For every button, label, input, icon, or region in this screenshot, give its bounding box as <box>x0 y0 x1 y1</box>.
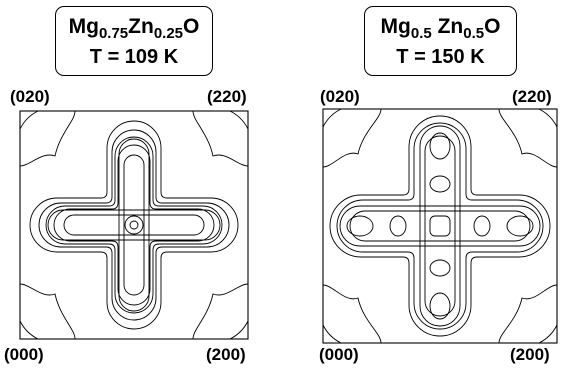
map-frame <box>19 110 249 340</box>
contour-line <box>229 110 249 130</box>
contour-line <box>322 324 342 344</box>
contour-line <box>45 136 223 314</box>
contour-line <box>47 209 221 241</box>
title-box-left: Mg0.75Zn0.25O T = 109 K <box>55 6 213 76</box>
contour-line <box>419 125 461 327</box>
formula-subscript: 0.25 <box>153 25 184 42</box>
panel-left: Mg0.75Zn0.25O T = 109 K (020) (220) (000… <box>4 6 249 364</box>
formula-element: Zn <box>437 15 464 38</box>
contour-line <box>424 135 456 317</box>
formula-element: O <box>183 15 200 38</box>
contour-line <box>349 210 531 242</box>
formula-subscript: 0.75 <box>98 25 129 42</box>
contour-line <box>19 320 39 340</box>
corner-label-top-left: (020) <box>10 87 50 106</box>
contour-line <box>38 129 230 321</box>
contour-line <box>192 283 249 340</box>
contour-line <box>19 110 76 167</box>
temperature-label-right: T = 150 K <box>396 46 485 68</box>
contour-line <box>498 284 558 344</box>
contour-map-left <box>19 110 249 340</box>
formula-element: Mg <box>380 15 411 38</box>
contour-line <box>19 110 39 130</box>
panel-right: Mg0.5 Zn0.5O T = 150 K (020) (220) (000)… <box>287 0 574 375</box>
corner-label-top-right: (220) <box>512 87 552 106</box>
map-frame <box>322 108 558 344</box>
contour-line <box>322 108 342 128</box>
formula-element: Mg <box>68 15 99 38</box>
contour-line <box>53 144 215 306</box>
peak-rings <box>124 215 144 235</box>
formula-subscript: 0.5 <box>463 25 485 42</box>
contour-line <box>118 138 150 312</box>
formula-subscript: 0.5 <box>410 25 432 42</box>
title-box-right: Mg0.5 Zn0.5O T = 150 K <box>364 6 517 76</box>
contour-line <box>322 108 382 168</box>
formula-right: Mg0.5 Zn0.5O <box>365 14 516 42</box>
contour-line <box>339 205 541 247</box>
corner-label-bottom-left: (000) <box>319 345 359 364</box>
temperature-label-left: T = 109 K <box>89 46 179 68</box>
corner-label-top-left: (020) <box>320 87 360 106</box>
contour-line <box>123 154 145 296</box>
peak-rings <box>346 132 534 320</box>
contour-line <box>192 110 249 167</box>
corner-label-bottom-right: (200) <box>510 345 550 364</box>
contour-line <box>322 284 382 344</box>
contour-line <box>498 108 558 168</box>
corner-label-bottom-left: (000) <box>4 345 44 364</box>
contour-line <box>336 122 544 330</box>
contour-map-right <box>322 108 558 344</box>
corner-label-bottom-right: (200) <box>206 345 246 364</box>
contour-line <box>329 115 551 337</box>
contour-line <box>19 283 76 340</box>
contour-line <box>538 324 558 344</box>
contour-line <box>63 214 205 236</box>
contour-line <box>538 108 558 128</box>
contour-line <box>229 320 249 340</box>
formula-left: Mg0.75Zn0.25O <box>56 14 212 42</box>
formula-element: Zn <box>128 15 154 38</box>
formula-element: O <box>484 15 501 38</box>
contour-line <box>29 120 239 330</box>
corner-label-top-right: (220) <box>207 87 247 106</box>
